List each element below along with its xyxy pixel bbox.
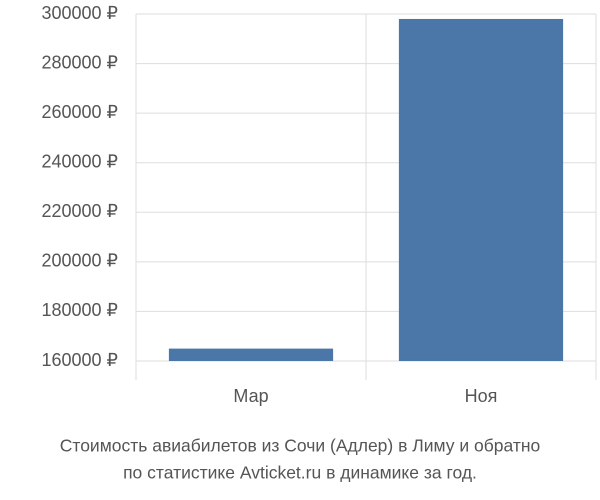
chart-title: по статистике Avticket.ru в динамике за …	[123, 463, 477, 483]
y-tick-label: 180000 ₽	[41, 300, 118, 320]
y-tick-label: 260000 ₽	[41, 102, 118, 122]
y-tick-label: 280000 ₽	[41, 52, 118, 72]
y-tick-label: 160000 ₽	[41, 350, 118, 370]
x-tick-label: Ноя	[465, 386, 498, 406]
y-tick-label: 220000 ₽	[41, 201, 118, 221]
x-tick-label: Мар	[233, 386, 268, 406]
bar	[168, 348, 334, 361]
bar	[398, 18, 564, 361]
y-tick-label: 300000 ₽	[41, 3, 118, 23]
y-tick-label: 240000 ₽	[41, 151, 118, 171]
chart-title: Стоимость авиабилетов из Сочи (Адлер) в …	[60, 436, 541, 456]
y-tick-label: 200000 ₽	[41, 251, 118, 271]
